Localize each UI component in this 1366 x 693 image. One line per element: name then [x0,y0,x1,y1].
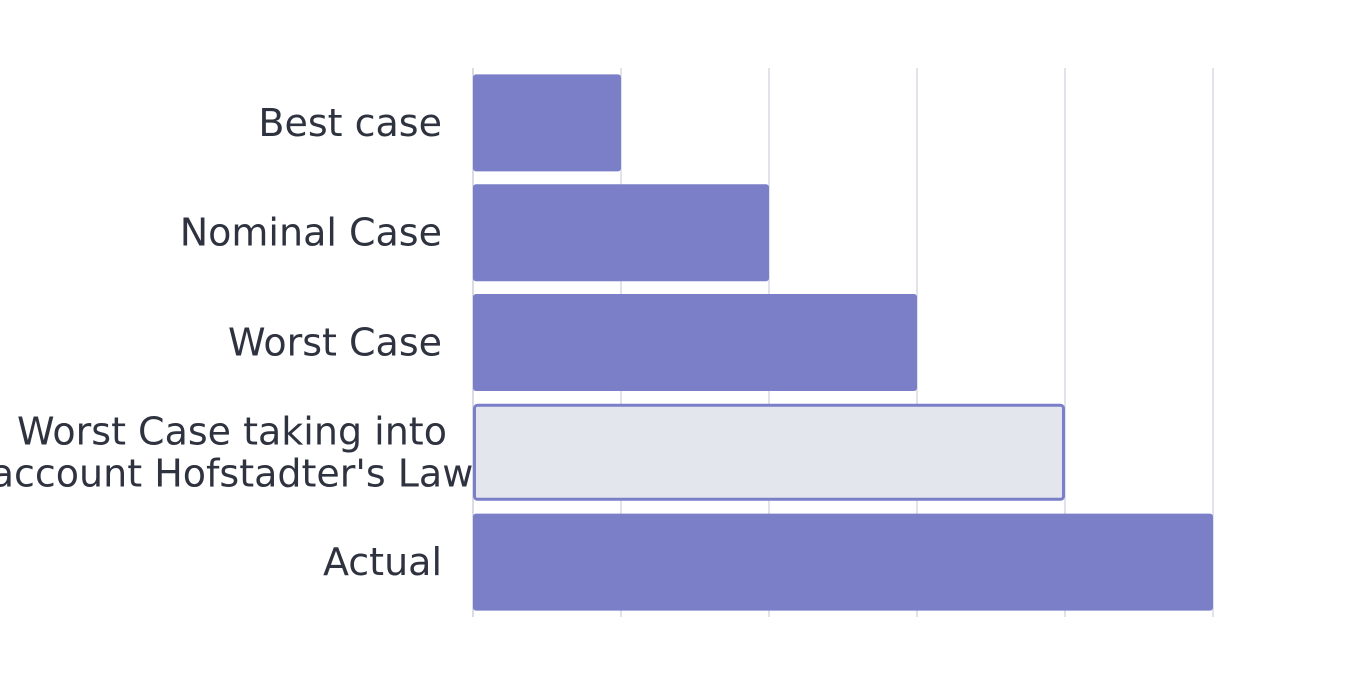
category-label: Worst Case taking into [17,409,447,453]
category-label: account Hofstadter's Law [0,451,473,495]
category-label: Actual [323,540,442,584]
bar-layer [473,74,1213,611]
category-label: Best case [258,101,442,145]
bar [473,513,1213,611]
bar [473,184,769,282]
category-label: Nominal Case [180,211,442,255]
bar [473,403,1065,501]
category-label: Worst Case [228,321,442,365]
bar [473,74,621,172]
bar [473,294,917,391]
category-labels: Best case Nominal Case Worst Case Worst Cas… [0,101,473,584]
